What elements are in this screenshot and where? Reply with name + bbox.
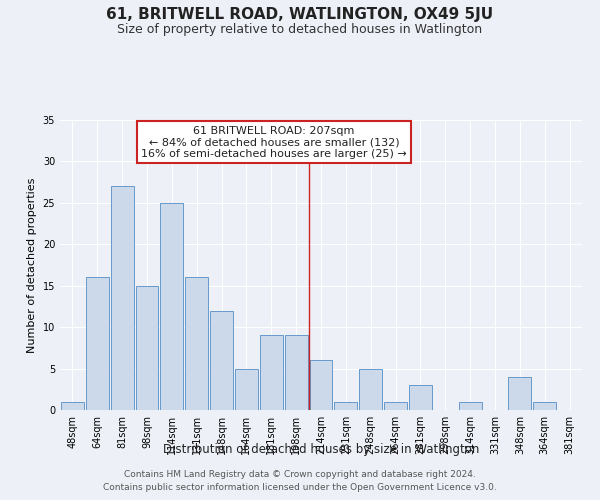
- Bar: [334, 402, 357, 410]
- Bar: [359, 368, 382, 410]
- Bar: [384, 402, 407, 410]
- Text: 61, BRITWELL ROAD, WATLINGTON, OX49 5JU: 61, BRITWELL ROAD, WATLINGTON, OX49 5JU: [106, 8, 494, 22]
- Bar: [111, 186, 134, 410]
- Y-axis label: Number of detached properties: Number of detached properties: [27, 178, 37, 352]
- Bar: [160, 203, 183, 410]
- Bar: [409, 385, 432, 410]
- Text: Distribution of detached houses by size in Watlington: Distribution of detached houses by size …: [163, 442, 479, 456]
- Bar: [508, 377, 531, 410]
- Bar: [459, 402, 482, 410]
- Bar: [260, 336, 283, 410]
- Bar: [533, 402, 556, 410]
- Bar: [285, 336, 308, 410]
- Bar: [210, 310, 233, 410]
- Bar: [310, 360, 332, 410]
- Bar: [86, 278, 109, 410]
- Bar: [61, 402, 84, 410]
- Bar: [235, 368, 258, 410]
- Text: 61 BRITWELL ROAD: 207sqm
← 84% of detached houses are smaller (132)
16% of semi-: 61 BRITWELL ROAD: 207sqm ← 84% of detach…: [141, 126, 407, 159]
- Bar: [185, 278, 208, 410]
- Bar: [136, 286, 158, 410]
- Text: Contains public sector information licensed under the Open Government Licence v3: Contains public sector information licen…: [103, 484, 497, 492]
- Text: Contains HM Land Registry data © Crown copyright and database right 2024.: Contains HM Land Registry data © Crown c…: [124, 470, 476, 479]
- Text: Size of property relative to detached houses in Watlington: Size of property relative to detached ho…: [118, 22, 482, 36]
